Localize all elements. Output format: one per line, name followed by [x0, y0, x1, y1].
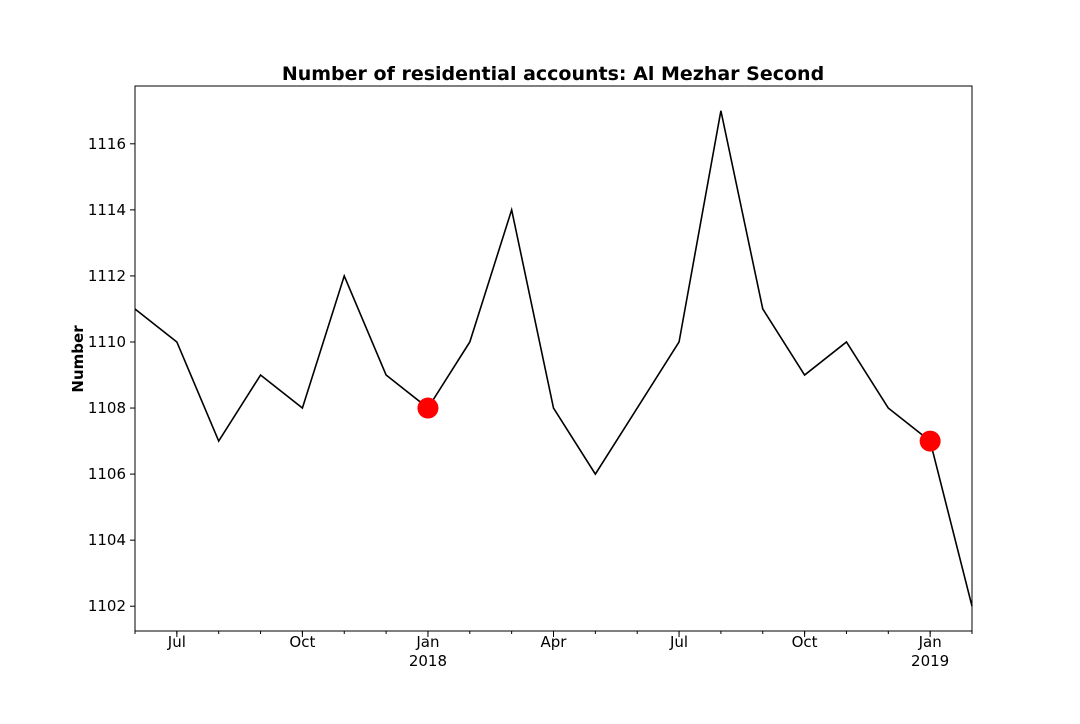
plot-frame — [134, 85, 973, 632]
plot-area: 1102 1104 1106 1108 1110 1112 1114 1116 Jul Oct Ja… — [88, 85, 973, 670]
x-tick-label: Jul — [167, 633, 186, 651]
x-tick-label: Apr — [541, 633, 568, 651]
x-tick-label: Jan — [415, 633, 439, 651]
y-axis-title: Number — [69, 325, 87, 393]
highlight-point — [417, 397, 439, 419]
x-tick-label: Jul — [669, 633, 688, 651]
chart-title: Number of residential accounts: Al Mezha… — [282, 63, 824, 85]
highlight-point — [919, 430, 941, 452]
y-tick-label: 1102 — [88, 597, 126, 615]
y-tick-label: 1110 — [88, 333, 126, 351]
y-tick-label: 1114 — [88, 201, 126, 219]
x-tick-label: Jan — [918, 633, 942, 651]
y-tick-label: 1112 — [88, 267, 126, 285]
x-tick-year-label: 2019 — [911, 652, 949, 670]
x-tick-year-label: 2018 — [409, 652, 447, 670]
x-tick-label: Oct — [289, 633, 315, 651]
series-line — [134, 110, 973, 607]
y-tick-label: 1104 — [88, 531, 126, 549]
y-tick-label: 1116 — [88, 135, 126, 153]
x-tick-label: Oct — [792, 633, 818, 651]
y-tick-label: 1106 — [88, 465, 126, 483]
y-tick-label: 1108 — [88, 399, 126, 417]
